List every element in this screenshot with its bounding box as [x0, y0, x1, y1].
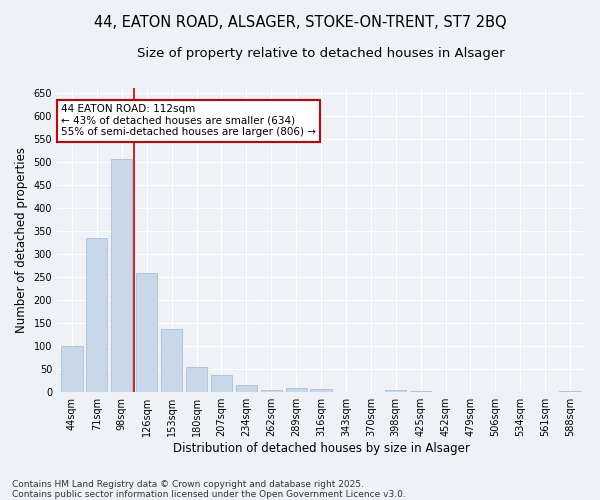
Y-axis label: Number of detached properties: Number of detached properties [15, 147, 28, 333]
Bar [260, 390, 282, 392]
Bar [136, 274, 157, 392]
Bar [86, 238, 107, 392]
Bar [559, 391, 581, 392]
Bar [161, 328, 182, 392]
Text: Contains HM Land Registry data © Crown copyright and database right 2025.
Contai: Contains HM Land Registry data © Crown c… [12, 480, 406, 499]
X-axis label: Distribution of detached houses by size in Alsager: Distribution of detached houses by size … [173, 442, 469, 455]
Bar [111, 160, 133, 392]
Text: 44, EATON ROAD, ALSAGER, STOKE-ON-TRENT, ST7 2BQ: 44, EATON ROAD, ALSAGER, STOKE-ON-TRENT,… [94, 15, 506, 30]
Bar [236, 385, 257, 392]
Bar [310, 388, 332, 392]
Text: 44 EATON ROAD: 112sqm
← 43% of detached houses are smaller (634)
55% of semi-det: 44 EATON ROAD: 112sqm ← 43% of detached … [61, 104, 316, 138]
Bar [286, 388, 307, 392]
Bar [211, 375, 232, 392]
Bar [385, 390, 406, 392]
Title: Size of property relative to detached houses in Alsager: Size of property relative to detached ho… [137, 48, 505, 60]
Bar [186, 367, 207, 392]
Bar [61, 346, 83, 392]
